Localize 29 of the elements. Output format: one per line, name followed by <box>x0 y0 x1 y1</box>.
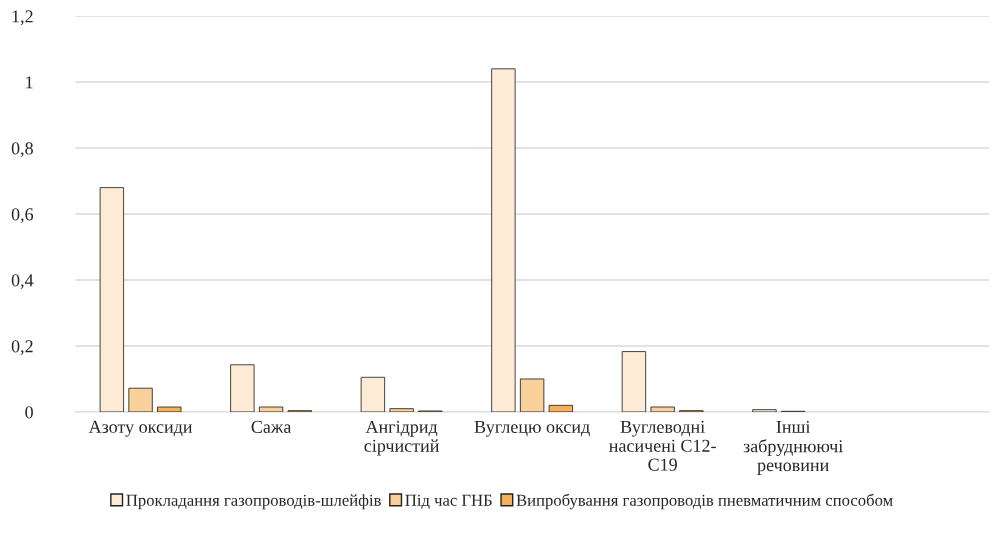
y-tick-label: 0,6 <box>11 208 34 224</box>
bar <box>157 406 182 412</box>
y-tick-label: 1 <box>26 76 33 89</box>
bar <box>519 378 545 412</box>
y-tick-label: 0,8 <box>11 142 33 158</box>
y-tick-label: 0 <box>25 406 33 419</box>
bar <box>621 351 647 412</box>
bar <box>230 364 255 412</box>
x-tick-label: Вуглецю оксид <box>474 420 590 437</box>
x-tick-label: Сажа <box>251 420 292 433</box>
bar <box>491 68 516 412</box>
bar <box>548 404 573 412</box>
x-tick-label: Азоту оксиди <box>88 420 193 437</box>
y-tick-label: 0,4 <box>11 274 34 290</box>
bar <box>360 376 386 412</box>
legend-label: Прокладання газопроводів-шлейфів <box>126 494 381 510</box>
y-tick-label: 0,2 <box>11 340 33 356</box>
legend-label: Під час ГНБ <box>405 494 492 509</box>
x-tick-label: Інші забруднюючі речовини <box>743 420 843 475</box>
bar <box>389 408 414 412</box>
y-tick-label: 1,2 <box>12 10 33 26</box>
bar <box>650 406 675 412</box>
bar <box>99 187 125 412</box>
legend-label: Випробування газопроводів пневматичним способом <box>516 493 893 510</box>
bar <box>128 387 153 412</box>
bar <box>752 409 777 412</box>
bar <box>258 406 284 412</box>
x-tick-label: Ангідрид сірчистий <box>364 420 439 456</box>
x-tick-label: Вуглеводні насичені С12- С19 <box>609 420 716 471</box>
